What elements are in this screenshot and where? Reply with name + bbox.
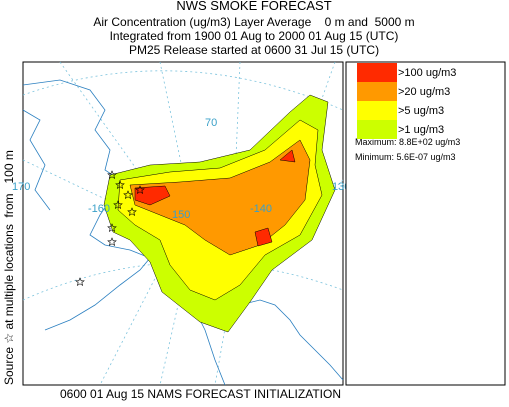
minimum: Minimum: 5.6E-07 ug/m3 — [355, 152, 456, 162]
legend-swatch — [357, 63, 397, 82]
legend-label: >100 ug/m3 — [398, 67, 456, 79]
title: NWS SMOKE FORECAST — [176, 0, 331, 13]
legend-swatch — [357, 82, 397, 101]
plume-level-4 — [134, 149, 296, 247]
footer: 0600 01 Aug 15 NAMS FORECAST INITIALIZAT… — [60, 387, 341, 401]
map: 70 170 -160 150 -140 130 — [12, 61, 350, 386]
plume — [103, 94, 336, 333]
legend-label: >20 ug/m3 — [398, 86, 450, 98]
legend-swatch — [357, 101, 397, 120]
subtitle: Air Concentration (ug/m3) Layer Average … — [93, 15, 414, 29]
legend: Maximum: 8.8E+02 ug/m3 Minimum: 5.6E-07 … — [345, 61, 506, 386]
maximum: Maximum: 8.8E+02 ug/m3 — [355, 137, 460, 147]
legend-swatch — [357, 120, 397, 139]
grid-label: -140 — [250, 203, 272, 215]
side-label: Source ☆ at multiple locations from 100 … — [2, 150, 16, 385]
subtitle: Integrated from 1900 01 Aug to 2000 01 A… — [110, 29, 399, 43]
subtitle: PM25 Release started at 0600 31 Jul 15 (… — [129, 43, 379, 57]
plume-level-3 — [129, 139, 311, 256]
grid-label: 70 — [205, 117, 217, 129]
legend-label: >1 ug/m3 — [398, 124, 444, 136]
grid-label: 170 — [12, 181, 30, 193]
legend-label: >5 ug/m3 — [398, 105, 444, 117]
grid-label: -160 — [88, 203, 110, 215]
grid-label: 150 — [172, 209, 190, 221]
